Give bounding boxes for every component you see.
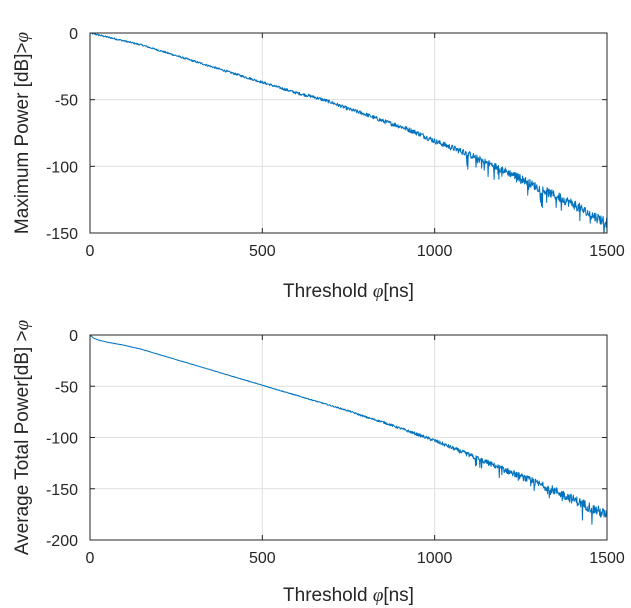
x-tick-label: 500 [249, 550, 276, 567]
y-axis-label: Maximum Power [dB]>φ [12, 32, 33, 234]
chart-2: 0 500 1000 1500 -200 -150 -100 -50 0 Threshold φ[… [12, 320, 625, 606]
plot-area [90, 33, 607, 233]
x-axis-label: Threshold φ[ns] [283, 281, 414, 302]
x-tick-label: 0 [86, 550, 95, 567]
y-tick-label: -100 [46, 159, 78, 176]
axes-box [89, 32, 608, 234]
x-tick-label: 0 [86, 243, 95, 260]
x-tick-label: 1500 [589, 550, 625, 567]
y-tick-label: -150 [46, 226, 78, 243]
series-line [90, 335, 607, 525]
y-tick-label: -50 [55, 93, 78, 110]
x-tick-label: 1000 [417, 243, 453, 260]
y-tick-label: 0 [69, 26, 78, 43]
series-line [90, 33, 607, 233]
x-tick-label: 1000 [417, 550, 453, 567]
x-axis-label: Threshold φ[ns] [283, 585, 414, 606]
y-tick-label: -100 [46, 431, 78, 448]
chart-1: 0 500 1000 1500 -150 -100 -50 0 Threshold φ[ns] M… [12, 26, 625, 302]
y-tick-label: -150 [46, 482, 78, 499]
y-tick-label: 0 [69, 328, 78, 345]
x-tick-label: 1500 [589, 243, 625, 260]
y-tick-label: -200 [46, 533, 78, 550]
y-axis-label: Average Total Power[dB] >φ [12, 320, 33, 555]
y-tick-label: -50 [55, 379, 78, 396]
x-tick-label: 500 [249, 243, 276, 260]
